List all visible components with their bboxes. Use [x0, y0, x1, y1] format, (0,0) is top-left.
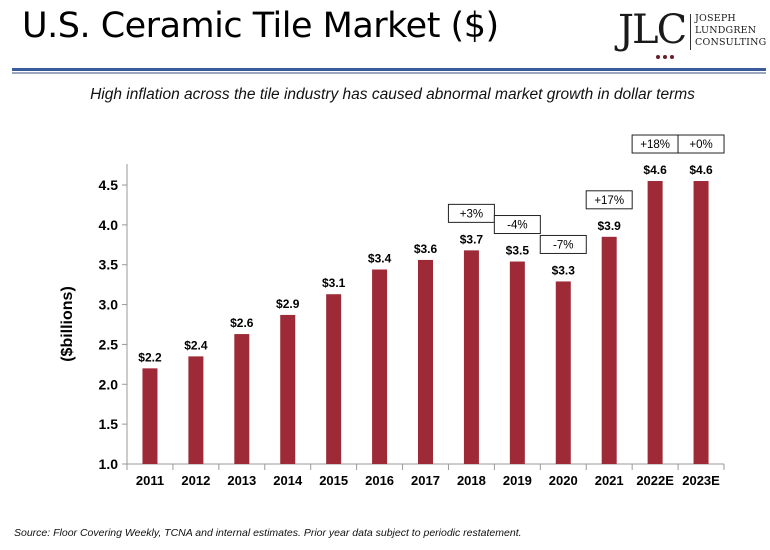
change-annotation-box — [585, 190, 633, 210]
bar — [693, 181, 709, 464]
y-tick-label: 2.0 — [99, 376, 119, 392]
y-tick-label: 3.5 — [99, 257, 119, 273]
y-axis-label: ($billions) — [59, 286, 76, 362]
y-tick-label: 2.5 — [99, 336, 119, 352]
bar — [142, 368, 158, 464]
x-tick-label: 2016 — [365, 473, 394, 488]
bar — [326, 294, 342, 464]
change-annotation-box — [677, 134, 725, 154]
logo-divider — [690, 14, 691, 50]
bar-value-label: $3.7 — [460, 232, 484, 246]
bar-value-label: $2.4 — [184, 338, 208, 352]
logo-line-3: CONSULTING — [695, 37, 767, 48]
logo-mark: JLC — [618, 7, 687, 53]
change-annotation-box — [447, 203, 495, 223]
change-annotation-label: +18% — [640, 139, 670, 151]
bar-value-label: $2.2 — [138, 350, 162, 364]
logo-line-1: JOSEPH — [695, 13, 736, 24]
bar-value-label: $3.4 — [368, 251, 392, 265]
x-tick-label: 2015 — [319, 473, 348, 488]
logo-line-2: LUNDGREN — [695, 25, 757, 36]
bar — [372, 269, 388, 464]
x-tick-label: 2014 — [273, 473, 303, 488]
x-tick-label: 2017 — [411, 473, 440, 488]
change-annotation-label: +0% — [689, 139, 712, 151]
x-tick-label: 2018 — [457, 473, 486, 488]
y-tick-label: 1.5 — [99, 416, 119, 432]
bar-value-label: $3.1 — [322, 276, 346, 290]
bar-value-label: $3.6 — [414, 242, 438, 256]
bar-value-label: $4.6 — [689, 163, 713, 177]
y-tick-label: 3.0 — [99, 297, 119, 313]
x-tick-label: 2020 — [549, 473, 578, 488]
change-annotation-box — [493, 215, 541, 235]
y-tick-label: 1.0 — [99, 456, 119, 472]
x-tick-label: 2013 — [227, 473, 256, 488]
y-tick-label: 4.5 — [99, 177, 119, 193]
bar — [601, 236, 617, 464]
bar — [280, 314, 296, 464]
x-tick-label: 2022E — [636, 473, 674, 488]
y-tick-label: 4.0 — [99, 217, 119, 233]
bar-value-label: $2.6 — [230, 316, 254, 330]
change-annotation-label: +3% — [460, 208, 483, 220]
bar — [647, 181, 663, 464]
change-annotation-label: -4% — [507, 220, 527, 232]
bar-value-label: $3.3 — [552, 263, 576, 277]
bar — [234, 334, 250, 464]
bar — [509, 261, 525, 464]
change-annotation-label: -7% — [553, 239, 573, 251]
source-note: Source: Floor Covering Weekly, TCNA and … — [14, 527, 522, 539]
bar-value-label: $3.5 — [506, 244, 530, 258]
change-annotation-box — [539, 234, 587, 254]
bar-value-label: $4.6 — [643, 163, 667, 177]
change-annotation-label: +17% — [594, 195, 624, 207]
bar-value-label: $3.9 — [598, 219, 622, 233]
bar — [463, 250, 479, 464]
bar-value-label: $2.9 — [276, 297, 300, 311]
page-title: U.S. Ceramic Tile Market ($) — [22, 6, 499, 46]
chart-subtitle: High inflation across the tile industry … — [90, 86, 695, 103]
x-tick-label: 2019 — [503, 473, 532, 488]
logo-company-name: JOSEPH LUNDGREN CONSULTING — [695, 13, 766, 49]
bar — [555, 281, 571, 464]
header-rule-secondary — [12, 72, 766, 74]
bar — [418, 259, 433, 464]
bar — [188, 356, 204, 464]
company-logo: JLC JOSEPH LUNDGREN CONSULTING — [618, 7, 766, 59]
x-tick-label: 2012 — [181, 473, 210, 488]
x-tick-label: 2023E — [682, 473, 720, 488]
x-tick-label: 2021 — [595, 473, 624, 488]
header-rule — [12, 68, 766, 71]
x-tick-label: 2011 — [136, 473, 164, 488]
logo-dots-icon — [656, 46, 684, 59]
